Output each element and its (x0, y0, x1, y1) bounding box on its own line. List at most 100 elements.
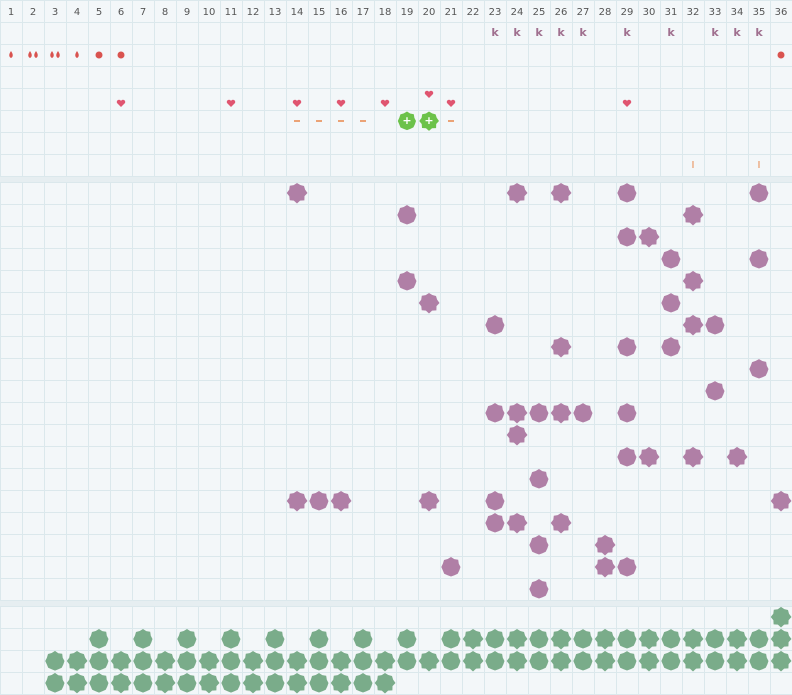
purple-blob (617, 447, 637, 467)
green-tile (133, 651, 153, 671)
k-mark: k (711, 26, 719, 39)
column-number: 17 (357, 7, 370, 18)
green-tile (682, 628, 704, 650)
green-tile (726, 628, 748, 650)
k-mark: k (733, 26, 741, 39)
purple-blob (617, 183, 637, 203)
green-tile (221, 651, 241, 671)
green-tile (441, 651, 461, 671)
green-tile (397, 651, 417, 671)
purple-blob (749, 249, 769, 269)
purple-blob (661, 337, 681, 357)
green-tile (506, 629, 528, 650)
green-tile (529, 629, 549, 649)
dot-icon (777, 51, 785, 59)
purple-blob (550, 513, 572, 534)
column-number: 29 (621, 7, 634, 18)
heart-icon (336, 99, 346, 107)
green-tile (661, 651, 681, 671)
green-tile (353, 651, 373, 671)
purple-blob (682, 314, 704, 336)
purple-blob (286, 183, 308, 204)
green-tile (265, 673, 285, 693)
heart-icon (292, 99, 302, 107)
purple-blob (506, 183, 528, 204)
green-tile (110, 673, 132, 694)
column-number: 36 (775, 7, 788, 18)
purple-blob (749, 183, 769, 203)
purple-blob (661, 249, 681, 269)
separator (0, 600, 792, 606)
column-number: 28 (599, 7, 612, 18)
green-tile (418, 651, 440, 672)
green-tile (66, 651, 88, 672)
green-tile (529, 651, 549, 671)
purple-blob (770, 490, 792, 512)
column-number: 32 (687, 7, 700, 18)
green-tile (749, 651, 769, 671)
bar-mark: I (758, 160, 761, 171)
purple-blob (485, 513, 505, 533)
green-tile (726, 650, 748, 672)
purple-blob (529, 469, 549, 489)
column-number: 18 (379, 7, 392, 18)
green-tile (89, 629, 109, 649)
green-tile (594, 650, 616, 672)
column-number: 15 (313, 7, 326, 18)
green-tile (330, 673, 352, 694)
green-tile (286, 651, 308, 672)
column-number: 11 (225, 7, 238, 18)
purple-blob (506, 425, 528, 446)
column-number: 7 (140, 7, 146, 18)
purple-blob (485, 315, 505, 335)
green-tile (705, 629, 725, 649)
purple-blob (638, 226, 660, 248)
heart-icon (446, 99, 456, 107)
green-tile (45, 672, 65, 693)
purple-blob (550, 337, 572, 358)
column-number: 21 (445, 7, 458, 18)
green-tile (89, 673, 109, 693)
green-tile (462, 629, 484, 650)
purple-blob (550, 183, 572, 204)
k-mark: k (667, 26, 675, 39)
column-number: 12 (247, 7, 260, 18)
column-number: 14 (291, 7, 304, 18)
green-tile (705, 651, 725, 671)
green-tile (770, 628, 792, 650)
green-tile (242, 651, 264, 672)
purple-blob (418, 491, 440, 512)
column-number: 33 (709, 7, 722, 18)
column-number: 6 (118, 7, 124, 18)
column-number: 10 (203, 7, 216, 18)
green-blob (419, 111, 439, 131)
green-tile (594, 628, 616, 650)
green-tile (154, 673, 176, 694)
purple-blob (705, 315, 725, 335)
plus-mark: + (402, 114, 411, 127)
purple-blob (286, 491, 308, 512)
plus-mark: + (424, 114, 433, 127)
purple-blob (485, 403, 505, 423)
purple-blob (594, 534, 616, 556)
green-tile (749, 629, 769, 649)
green-tile (770, 606, 792, 628)
drop-icon (9, 51, 13, 58)
green-tile (550, 629, 572, 650)
green-tile (45, 650, 65, 671)
green-tile (397, 629, 417, 649)
column-number: 8 (162, 7, 168, 18)
green-tile (177, 651, 197, 671)
column-number: 3 (52, 7, 58, 18)
purple-blob (550, 403, 572, 424)
green-tile (353, 673, 373, 693)
purple-blob (330, 491, 352, 512)
green-tile (154, 651, 176, 672)
green-tile (374, 651, 396, 672)
purple-blob (485, 491, 505, 511)
green-tile (330, 651, 352, 672)
dot-icon (95, 51, 103, 59)
green-tile (221, 673, 241, 693)
k-mark: k (557, 26, 565, 39)
